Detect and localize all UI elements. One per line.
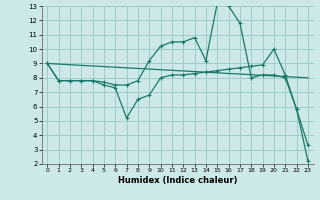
X-axis label: Humidex (Indice chaleur): Humidex (Indice chaleur) [118,176,237,185]
